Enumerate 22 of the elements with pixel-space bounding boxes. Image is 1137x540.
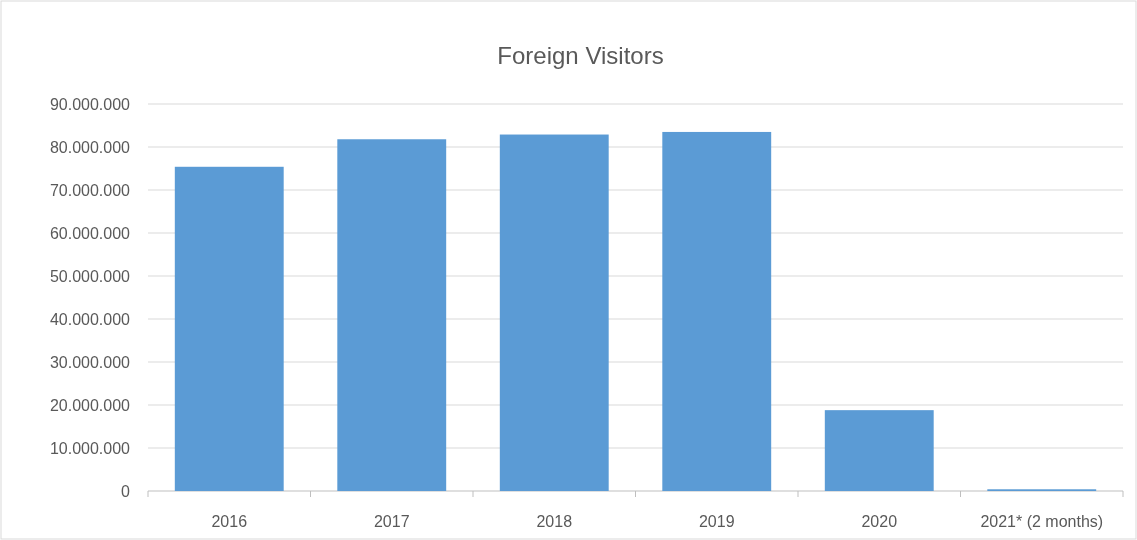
- y-tick-label: 80.000.000: [49, 138, 131, 156]
- y-tick-label: 40.000.000: [49, 310, 131, 328]
- chart-title: Foreign Visitors: [497, 42, 664, 69]
- y-tick-label: 30.000.000: [49, 353, 131, 371]
- bar: [174, 166, 284, 491]
- bar: [662, 131, 772, 491]
- x-tick-label: 2021* (2 months): [980, 513, 1104, 530]
- bar: [499, 134, 609, 491]
- y-tick-label: 10.000.000: [49, 439, 131, 457]
- x-tick-label: 2017: [373, 513, 410, 530]
- y-tick-label: 70.000.000: [49, 181, 131, 199]
- y-tick-label: 60.000.000: [49, 224, 131, 242]
- x-tick-label: 2020: [861, 513, 898, 530]
- y-tick-label: 0: [121, 482, 131, 500]
- y-tick-label: 90.000.000: [49, 95, 131, 113]
- x-tick-label: 2016: [211, 513, 248, 530]
- y-tick-label: 50.000.000: [49, 267, 131, 285]
- x-tick-label: 2019: [698, 513, 735, 530]
- x-tick-label: 2018: [536, 513, 573, 530]
- bar: [824, 410, 934, 491]
- y-tick-label: 20.000.000: [49, 396, 131, 414]
- bar: [337, 139, 447, 491]
